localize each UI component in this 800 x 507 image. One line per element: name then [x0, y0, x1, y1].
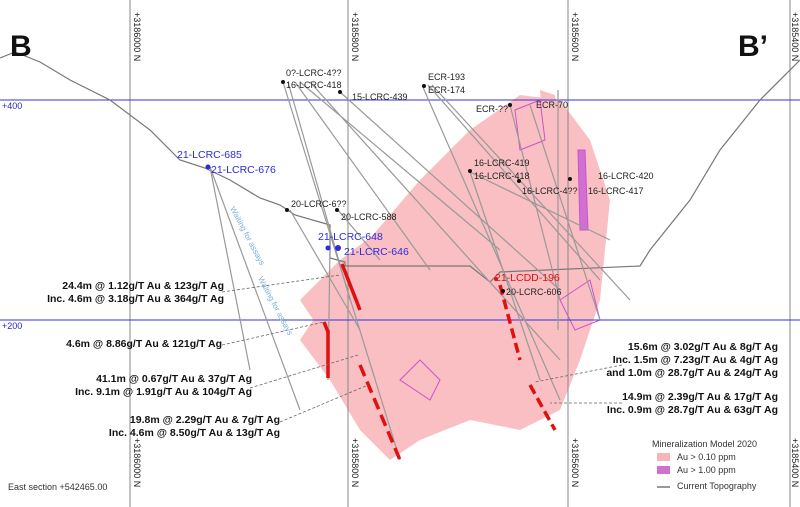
legend-swatch-high	[657, 466, 670, 474]
section-footer: East section +542465.00	[8, 482, 108, 492]
section-label-right: B’	[738, 30, 768, 63]
hole-label: 16-LCRC-419	[474, 158, 530, 168]
hole-label: ECR-??	[476, 104, 509, 114]
section-label-left: B	[10, 30, 32, 63]
collars	[205, 80, 572, 293]
intercept-annotation: 19.8m @ 2.29g/T Au & 7g/T Ag Inc. 4.6m @ …	[108, 414, 280, 439]
northing-label: +3186000 N	[132, 12, 142, 62]
elevation-lines	[0, 99, 800, 321]
intercept-annotation: 41.1m @ 0.67g/T Au & 37g/T Ag Inc. 9.1m @…	[75, 373, 252, 398]
hole-label: 20-LCRC-588	[341, 212, 397, 222]
northing-label: +3185800 N	[350, 12, 360, 62]
intercept-annotation: 4.6m @ 8.86g/T Au & 121g/T Ag	[66, 338, 222, 350]
northing-label: +3185400 N	[790, 12, 800, 62]
hole-label: 16-LCRC-417	[588, 186, 644, 196]
hole-label-new: 21-LCRC-648	[318, 231, 383, 243]
legend-swatch-low	[657, 453, 670, 461]
legend-title: Mineralization Model 2020	[652, 439, 758, 449]
northing-label-bottom: +3185600 N	[570, 438, 580, 488]
hole-label-new: 21-LCRC-676	[211, 164, 276, 176]
hole-label: 15-LCRC-439	[352, 92, 408, 102]
elevation-label: +200	[2, 321, 23, 331]
intercept-annotation: 24.4m @ 1.12g/T Au & 123g/T Ag Inc. 4.6m …	[47, 280, 224, 305]
intercept-annotation: 15.6m @ 3.02g/T Au & 8g/T Ag Inc. 1.5m @ …	[606, 341, 778, 379]
hole-label: 16-LCRC-418	[286, 80, 342, 90]
northing-label-bottom: +3186000 N	[132, 438, 142, 488]
hole-label-new: 21-LCRC-685	[177, 149, 242, 161]
legend-item: Au > 1.00 ppm	[677, 465, 736, 475]
legend-item: Current Topography	[677, 481, 757, 491]
elevation-label: +400	[2, 101, 23, 111]
hole-label: 0?-LCRC-4??	[286, 68, 342, 78]
hole-label: ECR-193	[428, 72, 466, 82]
hole-label: ECR-70	[536, 100, 569, 110]
intercept-annotation: 14.9m @ 2.39g/T Au & 17g/T Ag Inc. 0.9m @…	[606, 391, 778, 416]
hole-label: 16-LCRC-4??	[522, 186, 578, 196]
hole-label: 20-LCRC-606	[506, 287, 562, 297]
hole-label-new-red: 21-LCDD-196	[495, 272, 560, 284]
northing-label-bottom: +3185400 N	[790, 438, 800, 488]
grid-lines	[129, 0, 791, 507]
hole-label: 16-LCRC-418	[474, 171, 530, 181]
drill-holes	[209, 81, 631, 461]
hole-label: 20-LCRC-6??	[291, 199, 347, 209]
hole-label: ECR-174	[428, 85, 466, 95]
hole-label-new: 21-LCRC-646	[344, 246, 409, 258]
topography-line	[0, 51, 800, 283]
legend-item: Au > 0.10 ppm	[677, 452, 736, 462]
hole-label: 16-LCRC-420	[598, 171, 654, 181]
intercepts	[322, 263, 557, 461]
leader-arrows	[221, 274, 623, 423]
northing-label-bottom: +3185800 N	[350, 438, 360, 488]
northing-label: +3185600 N	[570, 12, 580, 62]
